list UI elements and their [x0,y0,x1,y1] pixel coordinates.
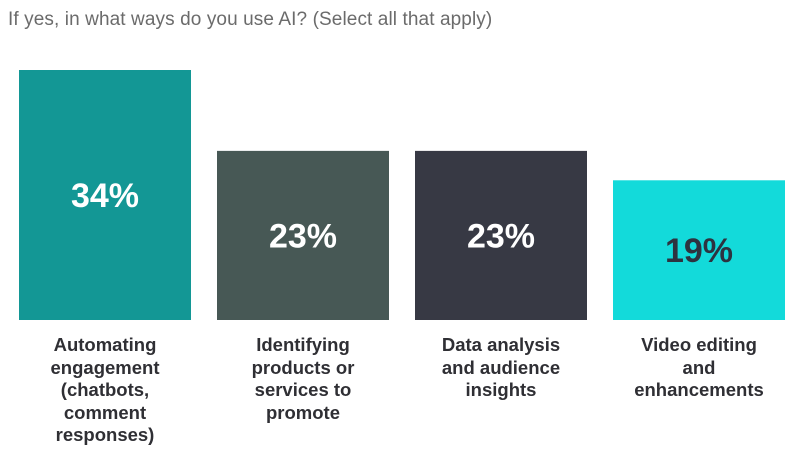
category-label-line: engagement [50,356,160,378]
category-label-line: promote [266,401,340,423]
category-label-line: enhancements [634,379,764,400]
category-label-line: responses) [55,424,155,445]
category-label-line: Video editing [641,334,757,355]
category-label-line: Identifying [256,334,350,355]
category-label-line: comment [63,401,147,423]
category-label-line: and audience [441,356,561,378]
bar-3 [415,150,587,320]
category-label-1: Automating engagement (chatbots, comment res… [10,334,200,447]
category-label-line: products or [251,356,355,378]
category-label-line: and [682,356,716,378]
bar-value-label-3: 23% [467,217,535,255]
bar-4 [613,180,785,320]
bar-value-label-2: 23% [269,217,337,255]
bar-2 [217,150,389,320]
bar-1 [19,70,191,320]
category-label-line: Automating [53,334,157,355]
bar-value-label-4: 19% [665,232,733,270]
category-label-line: services to [254,379,352,400]
category-label-3: Data analysis and audience insights [406,334,596,402]
category-label-2: Identifying products or services to promote [208,334,398,424]
bar-value-label-1: 34% [71,177,139,215]
category-label-4: Video editing and enhancements [604,334,794,402]
category-label-line: Data analysis [441,334,561,355]
chart-title: If yes, in what ways do you use AI? (Sel… [8,9,493,30]
category-label-line: (chatbots, [60,379,150,400]
category-label-line: insights [465,379,537,400]
